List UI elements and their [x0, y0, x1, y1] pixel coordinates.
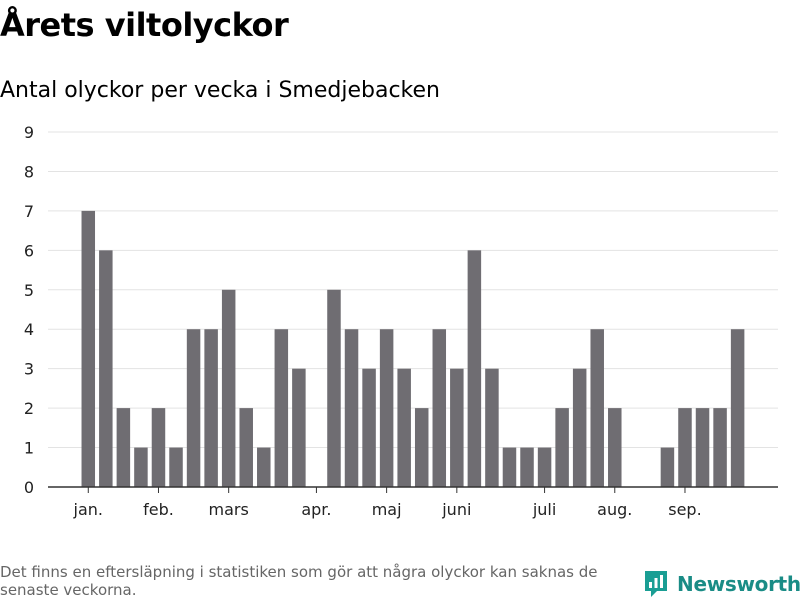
bar	[537, 447, 552, 487]
brand-name: Newsworthy	[677, 572, 800, 596]
bar	[590, 329, 604, 487]
bar	[362, 368, 376, 487]
x-tick-label: feb.	[143, 500, 174, 519]
bar	[397, 368, 411, 487]
bar	[713, 408, 727, 487]
y-tick-label: 8	[24, 162, 34, 181]
bar	[502, 447, 517, 487]
bar	[695, 408, 710, 487]
bar	[239, 408, 253, 487]
y-tick-label: 3	[24, 360, 34, 379]
bar	[186, 329, 201, 487]
x-tick-label: maj	[372, 500, 402, 519]
bar	[151, 408, 166, 487]
bar	[555, 408, 569, 487]
data-labels: 4	[750, 0, 760, 4]
chart-subtitle: Antal olyckor per vecka i Smedjebacken	[0, 78, 440, 103]
brand-logo: Newsworthy	[643, 568, 800, 600]
bar	[467, 250, 482, 487]
x-tick-label: aug.	[597, 500, 632, 519]
bar	[660, 447, 675, 487]
highlight-bar-label: 4	[750, 0, 760, 4]
bar	[99, 250, 113, 487]
footnote: Det finns en eftersläpning i statistiken…	[0, 563, 598, 599]
bar-chart: 0 1 2 3 4 5 6 7 8 9 jan. feb. mars apr. maj juni juli au…	[24, 0, 778, 519]
bar	[485, 368, 499, 487]
bar	[344, 329, 359, 487]
bar	[274, 329, 289, 487]
bar	[204, 329, 218, 487]
x-axis-ticks: jan. feb. mars apr. maj juni juli aug. sep.	[73, 487, 702, 519]
bar	[292, 368, 306, 487]
bars	[81, 210, 745, 487]
bar	[572, 368, 587, 487]
y-tick-label: 7	[24, 202, 34, 221]
bar	[81, 210, 96, 487]
bar	[116, 408, 131, 487]
newsworthy-logo-icon	[645, 571, 667, 597]
x-tick-label: jan.	[73, 500, 103, 519]
y-tick-label: 0	[24, 478, 34, 497]
x-tick-label: apr.	[301, 500, 331, 519]
x-tick-label: mars	[209, 500, 249, 519]
x-tick-label: sep.	[668, 500, 701, 519]
x-tick-label: juli	[532, 500, 556, 519]
bar	[730, 329, 745, 487]
bar	[520, 447, 534, 487]
bar	[169, 447, 183, 487]
bar	[450, 368, 464, 487]
chart-title: Årets viltolyckor	[0, 6, 289, 44]
y-tick-label: 1	[24, 439, 34, 458]
y-tick-label: 2	[24, 399, 34, 418]
bar	[678, 408, 692, 487]
bar	[134, 447, 148, 487]
y-tick-label: 6	[24, 241, 34, 260]
bar	[327, 289, 341, 487]
bar	[221, 289, 236, 487]
y-tick-label: 9	[24, 123, 34, 142]
gridlines	[48, 131, 778, 449]
y-tick-label: 4	[24, 320, 34, 339]
x-tick-label: juni	[441, 500, 471, 519]
y-axis-ticks: 0 1 2 3 4 5 6 7 8 9	[24, 123, 34, 497]
bar	[257, 447, 271, 487]
bar	[379, 329, 394, 487]
bar	[432, 329, 447, 487]
bar	[608, 408, 622, 487]
y-tick-label: 5	[24, 281, 34, 300]
bar	[414, 408, 429, 487]
